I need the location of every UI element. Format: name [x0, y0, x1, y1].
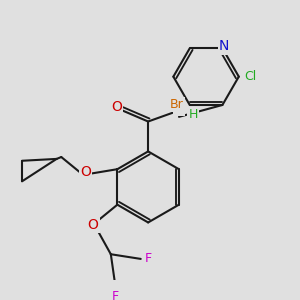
Text: O: O	[80, 165, 91, 179]
Text: Cl: Cl	[244, 70, 256, 83]
Text: O: O	[111, 100, 122, 114]
Text: F: F	[145, 252, 152, 266]
Text: H: H	[188, 107, 198, 121]
Text: O: O	[88, 218, 98, 232]
Text: N: N	[174, 100, 184, 115]
Text: F: F	[112, 290, 119, 300]
Text: Br: Br	[170, 98, 184, 112]
Text: N: N	[219, 39, 230, 53]
